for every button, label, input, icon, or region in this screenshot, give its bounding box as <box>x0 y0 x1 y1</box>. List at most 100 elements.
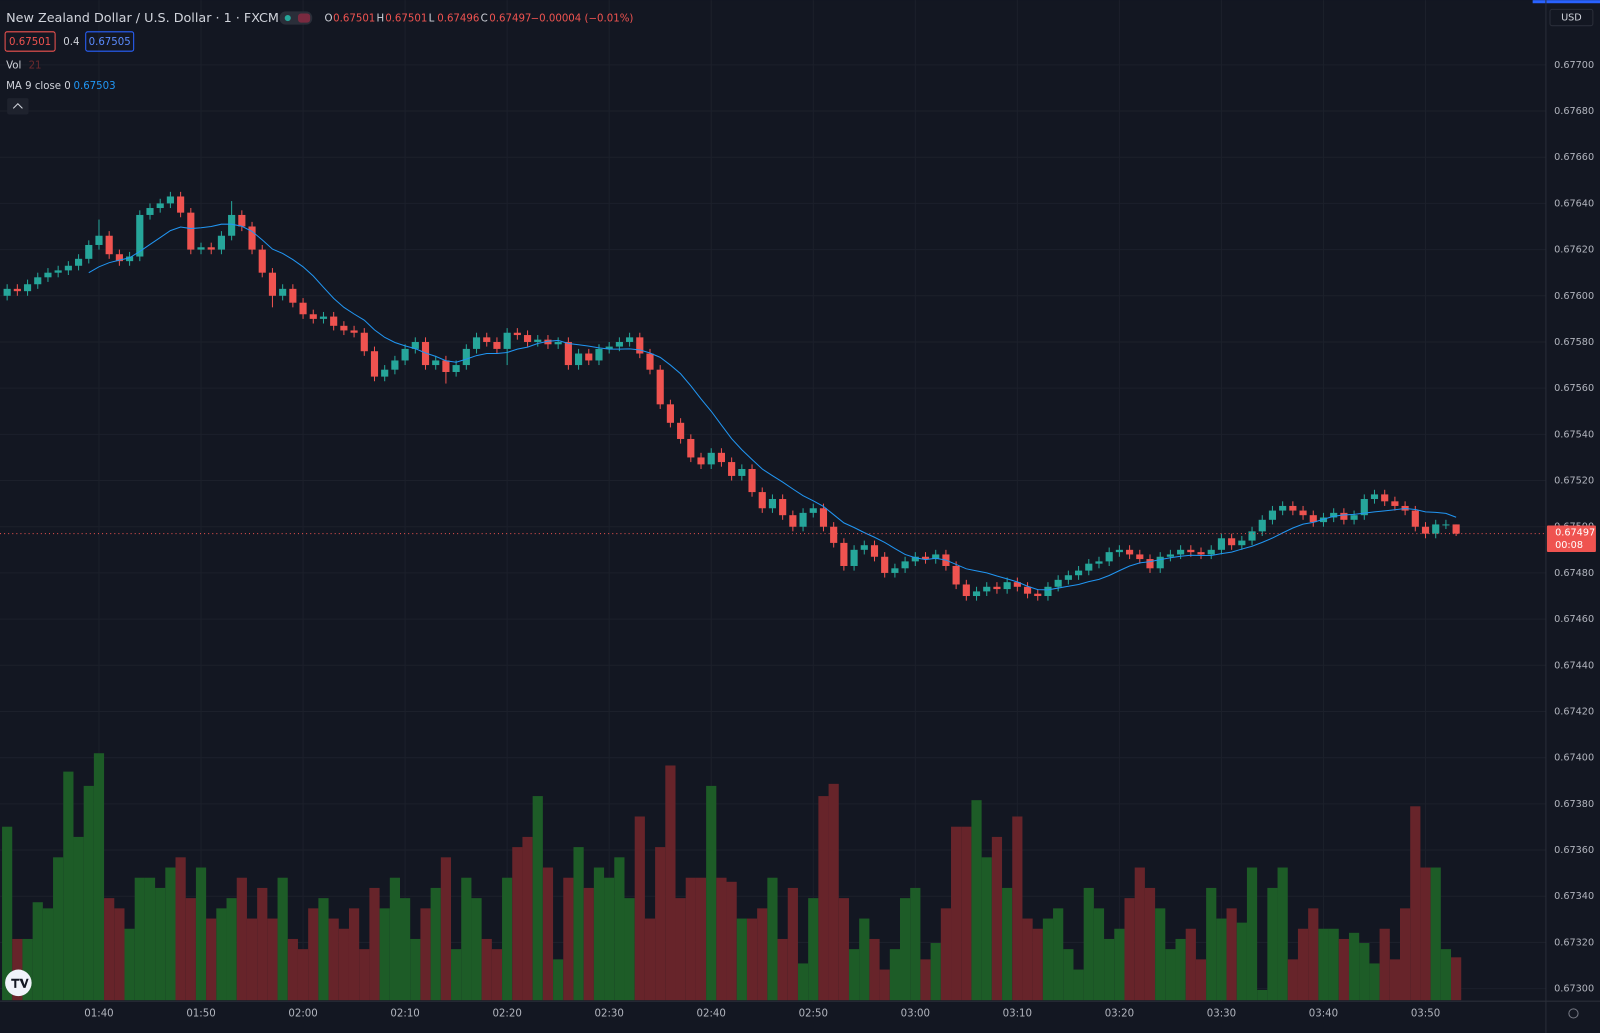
volume-bar <box>828 783 839 1001</box>
candle-body <box>962 584 970 597</box>
volume-bar <box>1134 867 1145 1001</box>
y-tick-label: 0.67340 <box>1554 891 1594 902</box>
volume-bar <box>1073 969 1084 1001</box>
volume-bar <box>1338 938 1349 1001</box>
candle-body <box>1023 586 1032 594</box>
ohlc-value: 0.67496 <box>437 14 479 25</box>
x-tick-label: 03:20 <box>1105 1008 1134 1019</box>
volume-bar <box>604 877 615 1001</box>
last-price-badge <box>1546 525 1596 553</box>
volume-bar <box>195 867 207 1001</box>
candle-body <box>23 284 32 292</box>
volume-bar <box>206 918 217 1001</box>
volume-bar <box>1236 922 1247 1001</box>
volume-bar <box>73 836 84 1001</box>
candle-body <box>1228 538 1236 546</box>
volume-bar <box>1297 928 1309 1001</box>
candle-body <box>983 586 991 592</box>
candle-body <box>1166 554 1174 557</box>
y-tick-label: 0.67400 <box>1554 753 1594 764</box>
volume-bar <box>1124 898 1135 1001</box>
candle-body <box>309 314 317 319</box>
y-tick-label: 0.67360 <box>1554 845 1594 856</box>
volume-bar <box>481 938 492 1001</box>
candle-body <box>146 208 154 215</box>
candle-body <box>626 337 634 342</box>
volume-bar <box>1410 806 1421 1001</box>
collapse-button[interactable] <box>7 98 29 115</box>
candle-body <box>1350 515 1358 520</box>
volume-bar <box>573 847 584 1001</box>
volume-bar <box>1389 959 1400 1001</box>
volume-bar <box>308 908 319 1001</box>
ohlc-legend: O 0.67501 H 0.67501 L 0.67496 C 0.67497 <box>324 14 531 25</box>
candle-body <box>1248 531 1256 541</box>
volume-bar <box>726 881 737 1001</box>
candle-body <box>860 545 868 550</box>
volume-bar <box>767 877 778 1001</box>
volume-bar <box>869 938 880 1001</box>
volume-bar <box>1359 943 1370 1001</box>
x-tick-label: 02:40 <box>697 1008 726 1019</box>
candle-body <box>370 351 379 377</box>
volume-bar <box>1175 938 1186 1001</box>
volume-last: 21 <box>29 60 42 71</box>
candle-body <box>44 272 52 278</box>
volume-bar <box>1369 963 1380 1001</box>
candle-body <box>330 316 338 326</box>
volume-bar <box>736 918 747 1001</box>
candle-body <box>299 302 307 315</box>
candle-body <box>523 335 532 342</box>
volume-bar <box>951 826 962 1001</box>
volume-bar <box>379 908 390 1001</box>
candle-body <box>75 258 83 266</box>
volume-bar <box>1012 816 1023 1001</box>
candle-body <box>1044 586 1052 597</box>
y-tick-label: 0.67460 <box>1554 614 1594 625</box>
volume-bar <box>257 887 268 1001</box>
candle-body <box>207 247 215 250</box>
volume-bar <box>695 877 707 1001</box>
candle-body <box>258 249 266 273</box>
x-tick-label: 03:00 <box>901 1008 930 1019</box>
candle-body <box>1115 549 1123 553</box>
volume-bar <box>706 785 717 1001</box>
y-tick-label: 0.67320 <box>1554 937 1594 948</box>
currency-box[interactable] <box>1549 8 1594 27</box>
volume-bar <box>1400 908 1411 1001</box>
candle-layer <box>3 191 1460 601</box>
x-tick-label: 02:30 <box>595 1008 624 1019</box>
volume-bar <box>777 938 788 1001</box>
candle-body <box>136 214 144 257</box>
volume-bar <box>165 867 176 1001</box>
candle-body <box>462 348 470 366</box>
volume-bar <box>185 898 196 1001</box>
candle-body <box>1421 526 1430 534</box>
y-tick-label: 0.67520 <box>1554 476 1594 487</box>
y-tick-label: 0.67700 <box>1554 60 1594 71</box>
candle-body <box>85 244 93 259</box>
volume-bar <box>961 826 972 1001</box>
change: −0.00004 (−0.01%) <box>531 14 634 25</box>
x-tick-label: 01:50 <box>186 1008 215 1019</box>
volume-bar <box>1032 928 1043 1001</box>
buy-box[interactable] <box>85 31 135 52</box>
toggle-dot <box>284 14 291 22</box>
volume-bar <box>83 785 94 1001</box>
volume-bar <box>144 877 156 1001</box>
sell-box[interactable] <box>4 31 56 52</box>
candle-body <box>1177 549 1185 555</box>
candle-body <box>1391 501 1399 506</box>
settings-icon[interactable] <box>1568 1008 1579 1019</box>
candle-body <box>177 196 185 213</box>
candle-body <box>411 341 419 349</box>
volume-bar <box>1451 957 1462 1001</box>
candle-body <box>442 360 450 372</box>
volume-bar <box>369 887 380 1001</box>
candle-body <box>881 556 889 573</box>
x-tick-label: 02:20 <box>492 1008 521 1019</box>
candle-body <box>115 254 123 262</box>
candle-body <box>432 360 440 366</box>
y-tick-label: 0.67300 <box>1554 984 1594 995</box>
